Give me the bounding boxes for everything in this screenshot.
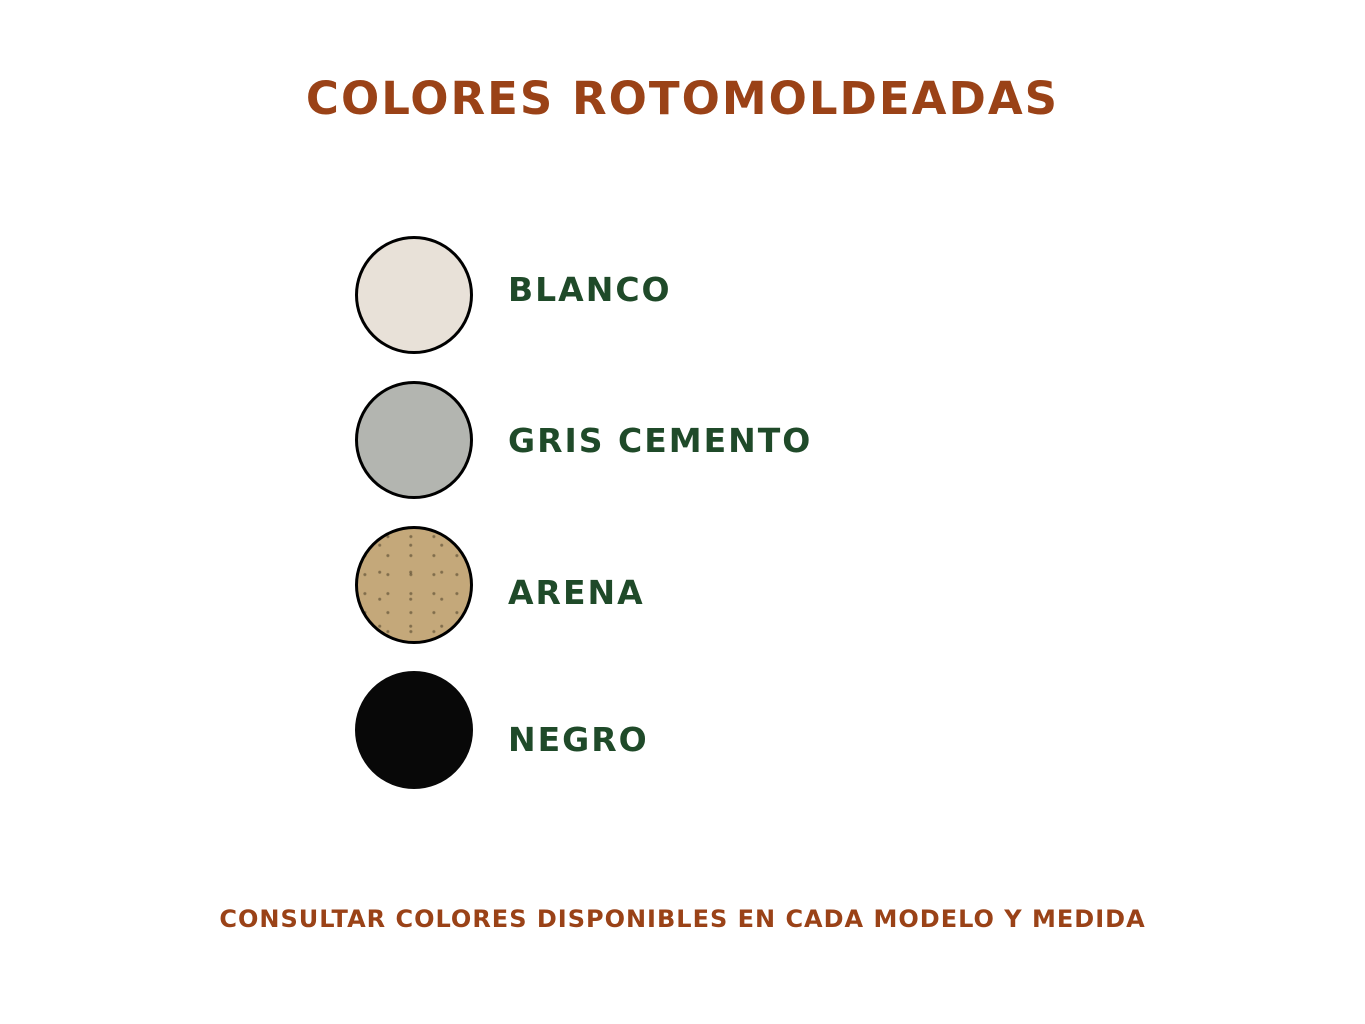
swatch-arena bbox=[355, 526, 473, 644]
label-blanco: BLANCO bbox=[508, 270, 672, 309]
label-gris-cemento: GRIS CEMENTO bbox=[508, 421, 813, 460]
swatch-negro bbox=[355, 671, 473, 789]
swatch-blanco bbox=[355, 236, 473, 354]
label-negro: NEGRO bbox=[508, 720, 649, 759]
page-title: COLORES ROTOMOLDEADAS bbox=[305, 72, 1060, 125]
label-arena: ARENA bbox=[508, 573, 645, 612]
footer-note: CONSULTAR COLORES DISPONIBLES EN CADA MO… bbox=[219, 905, 1146, 933]
swatch-gris-cemento bbox=[355, 381, 473, 499]
